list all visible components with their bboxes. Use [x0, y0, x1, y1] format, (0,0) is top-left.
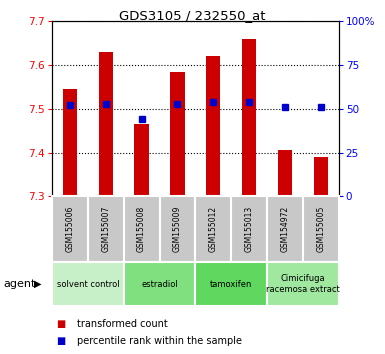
Text: GSM155005: GSM155005 — [316, 206, 325, 252]
Bar — [99, 52, 113, 196]
Bar — [278, 150, 292, 196]
Text: GSM155008: GSM155008 — [137, 206, 146, 252]
Bar — [134, 124, 149, 196]
Text: ▶: ▶ — [34, 279, 41, 289]
Text: Cimicifuga
racemosa extract: Cimicifuga racemosa extract — [266, 274, 340, 294]
Text: ■: ■ — [56, 336, 65, 346]
Bar — [242, 39, 256, 196]
Text: GSM155013: GSM155013 — [244, 206, 254, 252]
Bar — [52, 196, 88, 262]
Text: percentile rank within the sample: percentile rank within the sample — [77, 336, 242, 346]
Text: agent: agent — [4, 279, 36, 289]
Bar — [124, 196, 159, 262]
Bar — [206, 56, 221, 196]
Bar — [231, 196, 267, 262]
Text: GDS3105 / 232550_at: GDS3105 / 232550_at — [119, 9, 266, 22]
Text: GSM155007: GSM155007 — [101, 206, 110, 252]
Bar — [195, 196, 231, 262]
Text: GSM155009: GSM155009 — [173, 206, 182, 252]
Bar — [195, 262, 267, 306]
Bar — [124, 262, 195, 306]
Bar — [303, 196, 339, 262]
Bar — [170, 72, 185, 196]
Bar — [314, 157, 328, 196]
Text: tamoxifen: tamoxifen — [210, 280, 253, 289]
Text: estradiol: estradiol — [141, 280, 178, 289]
Text: GSM154972: GSM154972 — [281, 206, 290, 252]
Bar — [159, 196, 196, 262]
Text: solvent control: solvent control — [57, 280, 119, 289]
Text: GSM155012: GSM155012 — [209, 206, 218, 252]
Text: transformed count: transformed count — [77, 319, 168, 329]
Bar — [52, 262, 124, 306]
Text: GSM155006: GSM155006 — [65, 206, 74, 252]
Bar — [63, 89, 77, 196]
Text: ■: ■ — [56, 319, 65, 329]
Bar — [267, 262, 339, 306]
Bar — [267, 196, 303, 262]
Bar — [88, 196, 124, 262]
